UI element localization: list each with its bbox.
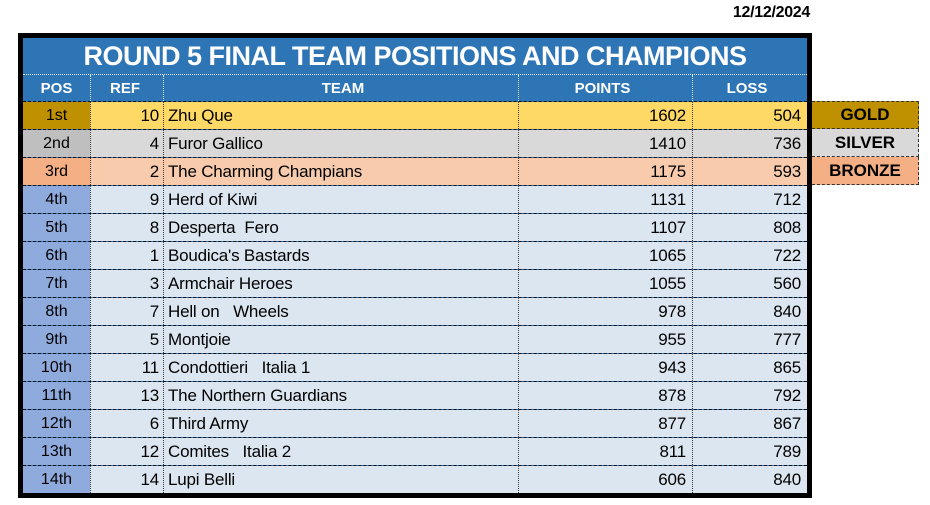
points-cell: 1602 — [518, 102, 692, 129]
points-cell: 1175 — [518, 158, 692, 185]
table-row: 13th 12 Comites Italia 2 811 789 — [23, 437, 807, 465]
table-row: 4th 9 Herd of Kiwi 1131 712 — [23, 185, 807, 213]
pos-cell: 6th — [23, 242, 90, 269]
team-cell: Desperta Fero — [163, 214, 518, 241]
points-cell: 1107 — [518, 214, 692, 241]
table-row: 12th 6 Third Army 877 867 — [23, 409, 807, 437]
team-cell: Third Army — [163, 410, 518, 437]
team-cell: Boudica's Bastards — [163, 242, 518, 269]
points-cell: 1131 — [518, 186, 692, 213]
team-cell: Lupi Belli — [163, 466, 518, 493]
pos-cell: 1st — [23, 102, 90, 129]
table-row: 6th 1 Boudica's Bastards 1065 722 — [23, 241, 807, 269]
col-header-team: TEAM — [163, 75, 518, 101]
points-cell: 978 — [518, 298, 692, 325]
pos-cell: 9th — [23, 326, 90, 353]
team-cell: Hell on Wheels — [163, 298, 518, 325]
pos-cell: 4th — [23, 186, 90, 213]
ref-cell: 7 — [90, 298, 163, 325]
points-cell: 1055 — [518, 270, 692, 297]
results-table: ROUND 5 FINAL TEAM POSITIONS AND CHAMPIO… — [18, 33, 812, 498]
loss-cell: 792 — [692, 382, 807, 409]
table-row: 9th 5 Montjoie 955 777 — [23, 325, 807, 353]
ref-cell: 13 — [90, 382, 163, 409]
loss-cell: 840 — [692, 466, 807, 493]
medal-badge-bronze: BRONZE — [812, 157, 919, 185]
loss-cell: 722 — [692, 242, 807, 269]
table-row: 1st 10 Zhu Que 1602 504 — [23, 101, 807, 129]
table-row: 7th 3 Armchair Heroes 1055 560 — [23, 269, 807, 297]
table-header-row: POS REF TEAM POINTS LOSS — [23, 74, 807, 101]
pos-cell: 14th — [23, 466, 90, 493]
table-row: 5th 8 Desperta Fero 1107 808 — [23, 213, 807, 241]
pos-cell: 3rd — [23, 158, 90, 185]
loss-cell: 593 — [692, 158, 807, 185]
medal-badge-gold: GOLD — [812, 101, 919, 129]
table-title: ROUND 5 FINAL TEAM POSITIONS AND CHAMPIO… — [23, 38, 807, 74]
pos-cell: 7th — [23, 270, 90, 297]
points-cell: 811 — [518, 438, 692, 465]
ref-cell: 5 — [90, 326, 163, 353]
team-cell: The Charming Champians — [163, 158, 518, 185]
points-cell: 877 — [518, 410, 692, 437]
ref-cell: 12 — [90, 438, 163, 465]
report-date: 12/12/2024 — [732, 4, 810, 21]
loss-cell: 777 — [692, 326, 807, 353]
loss-cell: 504 — [692, 102, 807, 129]
medal-column: GOLD SILVER BRONZE — [812, 101, 919, 185]
team-cell: The Northern Guardians — [163, 382, 518, 409]
table-row: 8th 7 Hell on Wheels 978 840 — [23, 297, 807, 325]
loss-cell: 789 — [692, 438, 807, 465]
pos-cell: 10th — [23, 354, 90, 381]
team-cell: Comites Italia 2 — [163, 438, 518, 465]
ref-cell: 6 — [90, 410, 163, 437]
team-cell: Herd of Kiwi — [163, 186, 518, 213]
loss-cell: 736 — [692, 130, 807, 157]
points-cell: 1065 — [518, 242, 692, 269]
points-cell: 955 — [518, 326, 692, 353]
pos-cell: 11th — [23, 382, 90, 409]
points-cell: 606 — [518, 466, 692, 493]
team-cell: Montjoie — [163, 326, 518, 353]
loss-cell: 865 — [692, 354, 807, 381]
loss-cell: 808 — [692, 214, 807, 241]
ref-cell: 4 — [90, 130, 163, 157]
ref-cell: 8 — [90, 214, 163, 241]
pos-cell: 2nd — [23, 130, 90, 157]
col-header-pos: POS — [40, 79, 73, 97]
ref-cell: 14 — [90, 466, 163, 493]
pos-cell: 12th — [23, 410, 90, 437]
points-cell: 1410 — [518, 130, 692, 157]
team-cell: Armchair Heroes — [163, 270, 518, 297]
ref-cell: 2 — [90, 158, 163, 185]
pos-cell: 5th — [23, 214, 90, 241]
points-cell: 943 — [518, 354, 692, 381]
col-header-loss: LOSS — [692, 75, 807, 101]
loss-cell: 840 — [692, 298, 807, 325]
col-header-points: POINTS — [518, 75, 692, 101]
table-row: 11th 13 The Northern Guardians 878 792 — [23, 381, 807, 409]
team-cell: Zhu Que — [163, 102, 518, 129]
col-header-ref: REF — [90, 75, 163, 101]
ref-cell: 9 — [90, 186, 163, 213]
points-cell: 878 — [518, 382, 692, 409]
medal-badge-silver: SILVER — [812, 129, 919, 157]
team-cell: Furor Gallico — [163, 130, 518, 157]
pos-cell: 8th — [23, 298, 90, 325]
loss-cell: 867 — [692, 410, 807, 437]
table-row: 10th 11 Condottieri Italia 1 943 865 — [23, 353, 807, 381]
team-cell: Condottieri Italia 1 — [163, 354, 518, 381]
table-row: 14th 14 Lupi Belli 606 840 — [23, 465, 807, 493]
table-row: 3rd 2 The Charming Champians 1175 593 — [23, 157, 807, 185]
ref-cell: 11 — [90, 354, 163, 381]
ref-cell: 10 — [90, 102, 163, 129]
pos-cell: 13th — [23, 438, 90, 465]
ref-cell: 1 — [90, 242, 163, 269]
ref-cell: 3 — [90, 270, 163, 297]
loss-cell: 560 — [692, 270, 807, 297]
table-row: 2nd 4 Furor Gallico 1410 736 — [23, 129, 807, 157]
loss-cell: 712 — [692, 186, 807, 213]
